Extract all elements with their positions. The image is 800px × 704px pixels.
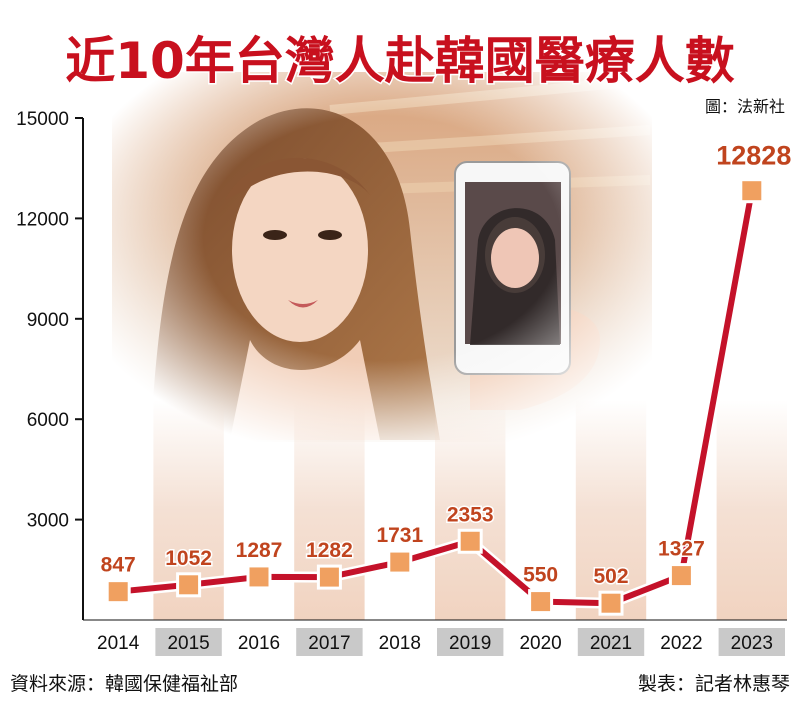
x-tick-label: 2017 [308,633,350,654]
x-tick-label: 2015 [167,633,209,654]
producer-note: 製表：記者林惠琴 [638,673,790,695]
data-point [176,572,202,598]
x-tick-label: 2023 [731,633,773,654]
y-tick-label: 15000 [16,109,69,130]
data-label: 1327 [658,538,705,561]
data-point [739,178,765,204]
y-tick-label: 12000 [16,209,69,230]
data-labels-group: 847 1052 1287 1282 1731 2353 550 502 1327 12828 [99,139,793,590]
x-axis-row [0,626,800,658]
data-point [668,563,694,589]
series-line [117,190,755,607]
x-tick-label: 2020 [519,633,561,654]
data-label: 550 [523,564,558,587]
data-label: 502 [593,565,628,588]
data-point [316,564,342,590]
background-photo [112,72,652,442]
y-axis: 15000 12000 9000 6000 3000 [16,109,787,621]
data-point [105,579,131,605]
data-label: 12828 [716,141,791,171]
x-tick-label: 2018 [379,633,421,654]
y-tick-label: 6000 [27,410,69,431]
x-tick-label: 2016 [238,633,280,654]
data-point [457,528,483,554]
data-label: 1052 [165,547,212,570]
x-tick-label: 2014 [97,633,140,654]
source-note: 資料來源：韓國保健福祉部 [10,673,238,695]
x-tick-band [577,628,645,656]
x-tick-label: 2021 [590,633,632,654]
chart-title: 近10年台灣人赴韓國醫療人數 [65,32,735,90]
x-tick-band [155,628,222,656]
x-tick-label: 2019 [449,633,491,654]
x-tick-band [296,628,363,656]
data-point [246,564,272,590]
y-tick-label: 9000 [27,310,69,331]
year-band [435,400,506,620]
y-tick-label: 3000 [27,511,69,532]
data-label: 1731 [376,524,423,547]
data-label: 1287 [236,539,283,562]
data-label: 1282 [306,539,353,562]
x-axis: 年度 2014201520162017201820192020202120222… [0,626,800,658]
series-line-group [117,189,758,609]
data-label: 847 [101,554,136,577]
x-tick-band [437,628,504,656]
year-band [716,400,787,620]
data-point [528,589,554,615]
x-tick-band [718,628,785,656]
data-point [598,590,624,616]
data-point [387,549,413,575]
year-band [575,400,647,620]
x-tick-label: 2022 [660,633,702,654]
photo-credit: 圖：法新社 [705,97,785,116]
data-label: 2353 [447,503,494,526]
markers-group [105,178,765,616]
